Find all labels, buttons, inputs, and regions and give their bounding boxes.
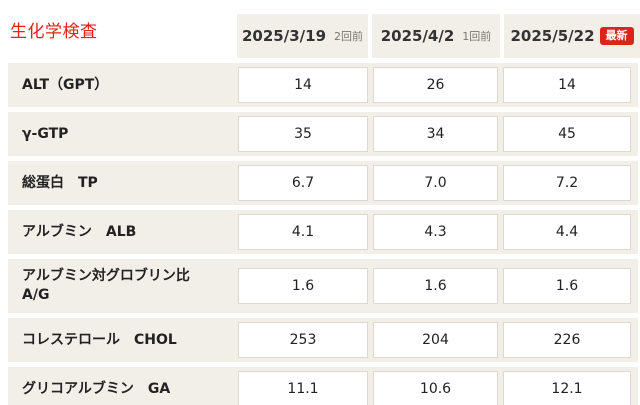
value-cell: 7.0 [373, 165, 498, 201]
table-body: ALT（GPT） 14 26 14 γ-GTP 35 34 45 総蛋白 TP … [8, 63, 638, 405]
value-cell: 14 [503, 67, 631, 103]
table-row: グリコアルブミン GA 11.1 10.6 12.1 [8, 367, 638, 405]
value-cell: 226 [503, 322, 631, 358]
value-cell: 1.6 [503, 268, 631, 304]
row-label-line1: γ-GTP [22, 125, 69, 142]
row-label: アルブミン対グロブリン比 A/G [8, 267, 238, 305]
value-cell: 35 [238, 116, 368, 152]
table-row: アルブミン ALB 4.1 4.3 4.4 [8, 210, 638, 254]
table-row: γ-GTP 35 34 45 [8, 112, 638, 156]
row-label-line1: 総蛋白 TP [22, 174, 98, 191]
row-label: ALT（GPT） [8, 76, 238, 95]
table-header: 2025/3/19 2回前 2025/4/2 1回前 2025/5/22 最新 [237, 14, 640, 58]
row-label: 総蛋白 TP [8, 174, 238, 193]
value-cell: 1.6 [238, 268, 368, 304]
value-cell: 6.7 [238, 165, 368, 201]
value-cell: 4.1 [238, 214, 368, 250]
value-cell: 14 [238, 67, 368, 103]
value-cell: 12.1 [503, 371, 631, 405]
value-cell: 204 [373, 322, 498, 358]
row-label: アルブミン ALB [8, 223, 238, 242]
column-date: 2025/3/19 [241, 27, 327, 45]
latest-badge: 最新 [599, 27, 634, 45]
row-label: グリコアルブミン GA [8, 380, 238, 399]
value-cell: 4.3 [373, 214, 498, 250]
column-date: 2025/4/2 [380, 27, 455, 45]
column-header-1: 2025/3/19 2回前 [237, 14, 368, 58]
row-label-line1: グリコアルブミン GA [22, 380, 171, 397]
column-header-3: 2025/5/22 最新 [504, 14, 640, 58]
value-cell: 34 [373, 116, 498, 152]
row-label-line1: コレステロール CHOL [22, 331, 177, 348]
value-cell: 45 [503, 116, 631, 152]
value-cell: 11.1 [238, 371, 368, 405]
page-title: 生化学検査 [10, 22, 98, 42]
row-label: γ-GTP [8, 125, 238, 144]
value-cell: 7.2 [503, 165, 631, 201]
column-tag: 2回前 [334, 30, 364, 43]
table-row: コレステロール CHOL 253 204 226 [8, 318, 638, 362]
row-label-line1: アルブミン対グロブリン比 [22, 268, 190, 285]
row-label-line1: ALT（GPT） [22, 76, 109, 93]
table-row: ALT（GPT） 14 26 14 [8, 63, 638, 107]
value-cell: 10.6 [373, 371, 498, 405]
table-row: 総蛋白 TP 6.7 7.0 7.2 [8, 161, 638, 205]
value-cell: 1.6 [373, 268, 498, 304]
column-tag: 1回前 [462, 30, 492, 43]
row-label-line1: アルブミン ALB [22, 223, 137, 240]
value-cell: 253 [238, 322, 368, 358]
column-header-2: 2025/4/2 1回前 [372, 14, 500, 58]
column-date: 2025/5/22 [510, 27, 595, 45]
value-cell: 26 [373, 67, 498, 103]
value-cell: 4.4 [503, 214, 631, 250]
table-row: アルブミン対グロブリン比 A/G 1.6 1.6 1.6 [8, 259, 638, 313]
row-label: コレステロール CHOL [8, 331, 238, 350]
row-label-line2: A/G [22, 287, 50, 303]
